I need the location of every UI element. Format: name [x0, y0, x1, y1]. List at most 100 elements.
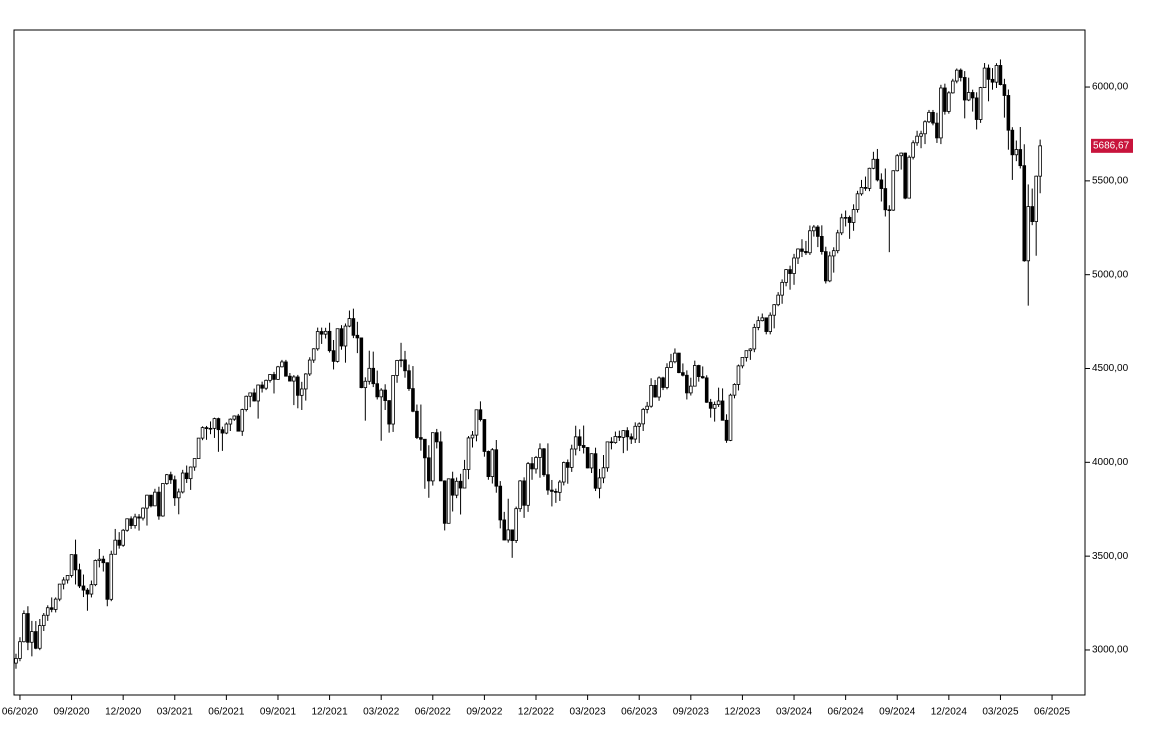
candle-body	[176, 491, 181, 499]
candle-body	[303, 373, 308, 390]
x-tick-label: 06/2024	[828, 707, 865, 718]
candle-body	[109, 553, 114, 600]
candle-body	[81, 585, 86, 591]
candle-body	[816, 226, 820, 237]
candle-body	[236, 415, 241, 432]
last-price-label: 5686,67	[1093, 140, 1130, 151]
candle-body	[204, 427, 209, 429]
candle-body	[871, 158, 876, 169]
candle-body	[875, 158, 880, 181]
candle-body	[129, 518, 133, 526]
plot-frame	[13, 29, 1086, 696]
candle-body	[264, 379, 268, 389]
candle-body	[169, 474, 173, 481]
candle-body	[359, 337, 364, 389]
candle-body	[661, 377, 665, 388]
candle-body	[847, 217, 852, 223]
candle-body	[462, 469, 467, 489]
candle-body	[823, 251, 828, 282]
candle-body	[77, 569, 82, 587]
candle-body	[45, 607, 50, 616]
candle-body	[482, 419, 487, 452]
candle-body	[954, 69, 959, 82]
candle-body	[347, 318, 352, 327]
candle-body	[911, 142, 915, 158]
candle-body	[172, 479, 177, 499]
candle-body	[692, 365, 697, 387]
candle-body	[240, 409, 245, 432]
candle-body	[41, 614, 46, 626]
y-tick-label: 5000,00	[1092, 269, 1129, 280]
candle-body	[200, 427, 205, 439]
candle-body	[486, 451, 491, 477]
candle-body	[343, 325, 348, 347]
candle-body	[284, 361, 288, 377]
candle-body	[403, 359, 407, 372]
candle-body	[673, 352, 677, 363]
y-tick-label: 4500,00	[1092, 363, 1129, 374]
candle-body	[732, 384, 737, 396]
candle-body	[1034, 175, 1038, 222]
y-tick-label: 6000,00	[1092, 82, 1129, 93]
candle-body	[1010, 129, 1015, 156]
candle-body	[895, 155, 900, 172]
candle-body	[248, 392, 252, 397]
candle-body	[446, 478, 451, 524]
candle-body	[165, 474, 169, 484]
candle-body	[951, 80, 955, 94]
candle-body	[903, 152, 907, 199]
candle-body	[57, 583, 62, 600]
candle-body	[812, 226, 816, 232]
candle-body	[613, 436, 618, 444]
candle-body	[768, 314, 772, 332]
candle-body	[335, 328, 340, 362]
candle-body	[184, 472, 189, 480]
candle-body	[760, 317, 765, 322]
candle-body	[1002, 84, 1007, 96]
x-tick-label: 12/2021	[312, 707, 349, 718]
candle-body	[788, 269, 792, 274]
candle-body	[645, 405, 649, 410]
candle-body	[268, 374, 272, 381]
candle-body	[621, 430, 626, 438]
x-tick-label: 09/2020	[53, 707, 90, 718]
candle-body	[565, 462, 570, 468]
candle-body	[625, 430, 630, 438]
candle-body	[649, 384, 653, 407]
candle-body	[133, 516, 137, 526]
candle-body	[498, 485, 503, 521]
candle-body	[391, 375, 395, 425]
candle-body	[962, 77, 967, 101]
candle-body	[411, 388, 415, 412]
candle-body	[970, 92, 975, 99]
candle-body	[18, 641, 22, 659]
candle-body	[379, 389, 383, 398]
candle-body	[26, 613, 30, 643]
candle-body	[65, 575, 70, 581]
candle-body	[562, 462, 566, 483]
candle-body	[371, 367, 376, 385]
candle-body	[776, 294, 780, 306]
candle-body	[466, 437, 471, 470]
candle-body	[546, 474, 550, 491]
candle-body	[494, 449, 499, 487]
candle-body	[292, 376, 296, 382]
candle-body	[180, 472, 185, 493]
candle-body	[458, 480, 463, 489]
candle-body	[30, 631, 34, 643]
candle-body	[431, 432, 435, 482]
candle-body	[339, 328, 344, 347]
candle-body	[387, 400, 391, 425]
candle-body	[978, 87, 983, 120]
candle-body	[748, 348, 753, 352]
candle-body	[280, 361, 284, 368]
candle-body	[93, 560, 98, 586]
candle-body	[89, 584, 94, 595]
candle-body	[919, 133, 923, 137]
candle-body	[117, 539, 121, 546]
candle-body	[736, 365, 741, 385]
candle-body	[518, 480, 522, 510]
candle-body	[891, 170, 896, 211]
y-tick-label: 5500,00	[1092, 176, 1129, 187]
candle-body	[534, 457, 538, 470]
